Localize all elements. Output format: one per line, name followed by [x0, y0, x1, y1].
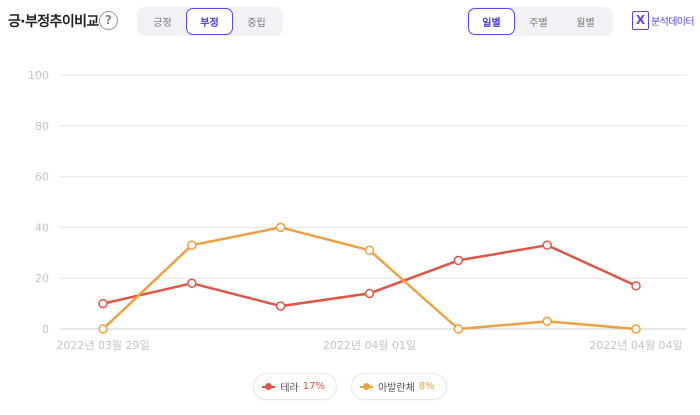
data-point: [187, 278, 197, 289]
sentiment-toggle: 긍정 부정 중립: [137, 7, 283, 36]
help-icon[interactable]: ?: [99, 11, 118, 30]
line-chart: 0 20 40 60 80 100 2022년 03월 29일 2022년 04월 01일 20…: [28, 69, 687, 352]
tab-neutral[interactable]: 중립: [247, 18, 266, 29]
data-point: [187, 240, 197, 250]
x-tick-label: 2022년 04월 01일: [323, 338, 416, 352]
y-tick-label: 20: [35, 272, 49, 285]
x-tick-label: 2022년 04월 04일: [589, 338, 682, 352]
legend-percent: 8%: [418, 381, 435, 392]
data-point: [275, 222, 286, 233]
y-tick-label: 0: [42, 323, 49, 336]
legend-marker-icon: [262, 382, 276, 391]
legend-item-terra[interactable]: 테라 17%: [253, 373, 337, 400]
data-point: [364, 288, 375, 299]
chart-title: 긍·부정추이비교: [8, 14, 99, 30]
data-point: [631, 324, 641, 334]
y-tick-label: 60: [35, 171, 49, 184]
data-point: [98, 298, 108, 309]
tab-positive[interactable]: 긍정: [153, 18, 172, 29]
data-point: [453, 324, 464, 334]
tab-negative[interactable]: 부정: [186, 8, 233, 35]
data-point: [275, 301, 286, 311]
legend-label: 테라: [280, 383, 299, 394]
x-tick-label: 2022년 03월 29일: [56, 338, 149, 352]
data-point: [631, 281, 641, 291]
data-point: [364, 245, 375, 256]
data-point: [542, 240, 552, 250]
data-point: [98, 324, 108, 334]
export-data-label: 분석데이터: [651, 17, 695, 28]
tab-weekly[interactable]: 주별: [529, 18, 548, 29]
legend-percent: 17%: [302, 381, 325, 392]
data-point: [453, 255, 464, 266]
y-tick-label: 40: [35, 221, 49, 234]
y-tick-label: 80: [35, 120, 49, 133]
legend-marker-icon: [359, 382, 373, 391]
data-point: [542, 316, 552, 327]
legend-item-avalanche[interactable]: 아발란체 8%: [350, 373, 447, 400]
legend: 테라 17% 아발란체 8%: [0, 373, 700, 400]
period-toggle: 일별 주별 월별: [466, 7, 613, 36]
tab-monthly[interactable]: 월별: [576, 18, 595, 29]
legend-label: 아발란체: [377, 383, 415, 394]
tab-daily[interactable]: 일별: [468, 8, 515, 35]
excel-icon: X: [632, 11, 649, 30]
y-tick-label: 100: [28, 69, 49, 82]
export-data-button[interactable]: X 분석데이터: [632, 11, 695, 30]
